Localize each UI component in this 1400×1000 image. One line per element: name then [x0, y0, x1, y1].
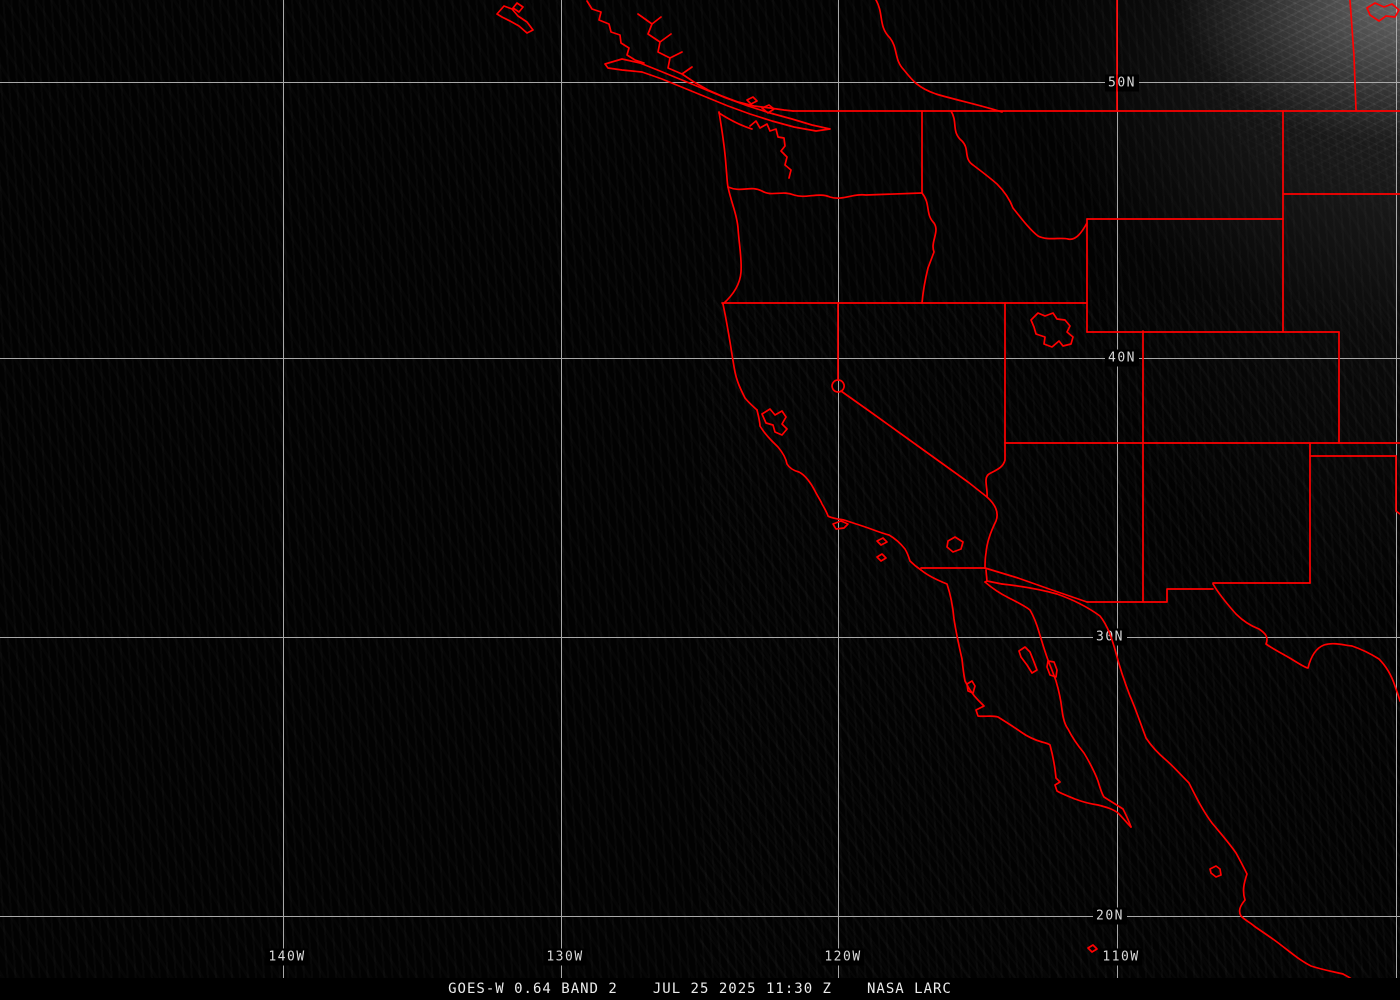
coastline-california-north: [722, 303, 758, 411]
island-angel-de-la-guarda: [1018, 646, 1038, 674]
border-mexico-az-diagonal: [984, 567, 1088, 603]
border-mt-id-divide: [950, 110, 1088, 241]
cloud-field-top-right: [960, 0, 1400, 580]
coastline-oregon: [722, 186, 743, 305]
coastline-puget-sound: [749, 120, 792, 179]
boundary-yellowstone: [1030, 312, 1074, 348]
coastline-baja-gulf: [984, 581, 1132, 828]
island-small-south-1: [1209, 865, 1222, 878]
coastline-vancouver-island: [604, 58, 831, 132]
lake-tahoe: [831, 379, 845, 393]
caption-bar: GOES-W 0.64 BAND 2 JUL 25 2025 11:30 Z N…: [0, 978, 1400, 1000]
border-mexico-nm: [1086, 588, 1214, 603]
border-ca-nv-diagonal: [840, 390, 988, 498]
border-wa-or-columbia-river: [727, 186, 923, 199]
island-channel-2: [876, 537, 888, 546]
border-bc-alberta: [875, 0, 1003, 113]
border-rio-grande: [1212, 583, 1400, 702]
lon-label-140w: 140W: [265, 948, 309, 966]
coastline-wa-strait: [718, 112, 753, 130]
coastline-sonora-sinaloa: [1001, 583, 1364, 990]
caption-product: GOES-W 0.64 BAND 2: [448, 981, 618, 997]
coastline-california-south: [756, 409, 922, 571]
border-or-id-snake-river: [921, 192, 937, 304]
coastline-sf-bay: [761, 408, 788, 436]
lat-label-40n: 40N: [1105, 349, 1139, 367]
caption-datetime: JUL 25 2025 11:30 Z: [652, 981, 832, 997]
lat-label-30n: 30N: [1093, 628, 1127, 646]
island-channel-1: [832, 520, 849, 530]
coastline-bc-mainland: [637, 13, 794, 112]
lat-label-50n: 50N: [1105, 74, 1139, 92]
coastline-wa-outer: [718, 111, 729, 188]
lake-saskatchewan: [1366, 2, 1400, 22]
coastline-gulf-islands: [746, 96, 775, 114]
border-nv-az-river: [985, 442, 1006, 498]
lat-label-20n: 20N: [1093, 907, 1127, 925]
gridlines: [0, 0, 1400, 978]
island-channel-3: [876, 553, 887, 562]
border-tx-100w: [1395, 455, 1400, 515]
island-small-south-2: [1087, 944, 1098, 953]
map-outlines: [496, 0, 1400, 990]
caption-credit: NASA LARC: [867, 981, 952, 997]
island-tiburon: [1046, 660, 1058, 678]
coastline-baja-pacific: [920, 569, 1132, 828]
lon-label-110w: 110W: [1099, 948, 1143, 966]
coastline-bc-fjords: [586, 0, 645, 64]
coastline-bc-islands: [496, 2, 534, 34]
border-colorado-river-south: [984, 496, 998, 569]
border-saskatchewan-manitoba: [1349, 0, 1357, 111]
island-catalina: [946, 536, 964, 553]
river-colorado-delta: [984, 569, 1003, 585]
lon-label-120w: 120W: [821, 948, 865, 966]
lon-label-130w: 130W: [543, 948, 587, 966]
island-cedros: [966, 680, 976, 694]
